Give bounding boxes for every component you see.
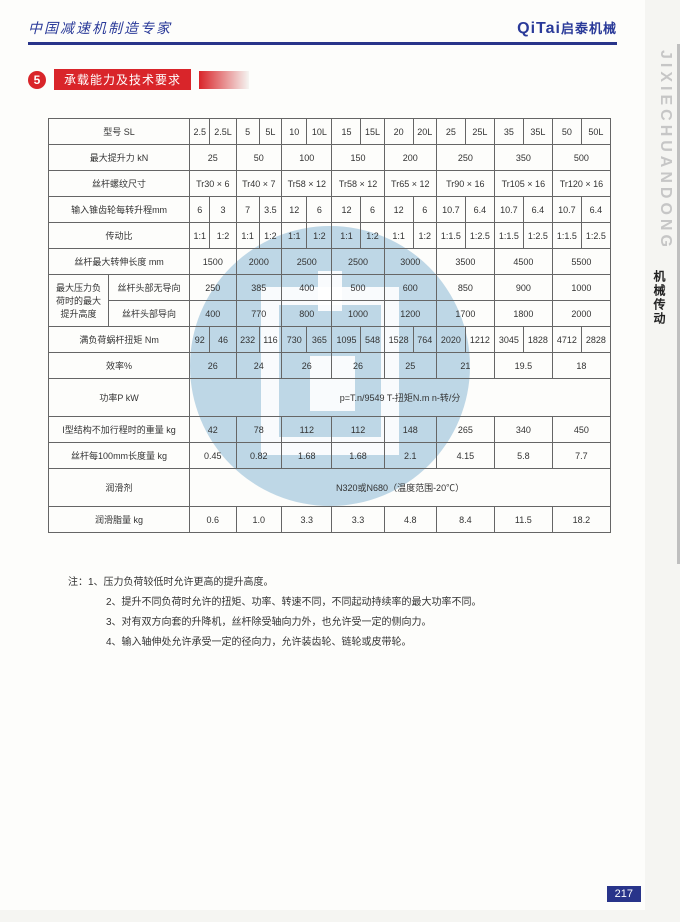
row-maxh1: 最大压力负荷时的最大提升高度 丝杆头部无导向 250385 400500 600…	[49, 275, 611, 301]
side-category-label: 机械传动	[651, 270, 668, 326]
row-len: 丝杆最大转伸长度 mm 15002000 25002500 30003500 4…	[49, 249, 611, 275]
tagline: 中国减速机制造专家	[28, 18, 172, 38]
table-container: 型号 SL 2.52.5L 55L 1010L 1515L 2020L 2525…	[48, 118, 611, 533]
note-2: 2、提升不同负荷时允许的扭矩、功率、转速不同，不同起动持续率的最大功率不同。	[68, 593, 597, 613]
section-bullet: 5	[28, 71, 46, 89]
row-power: 功率P kW p=T.n/9549 T-扭矩N.m n-转/分	[49, 379, 611, 417]
row-input: 输入锥齿轮每转升程mm 63 73.5 126 126 126 10.76.4 …	[49, 197, 611, 223]
section-fade	[199, 71, 249, 89]
brand-en: QiTai	[517, 20, 561, 37]
row-grease: 润滑脂量 kg 0.61.0 3.33.3 4.88.4 11.518.2	[49, 507, 611, 533]
brand-cn: 启泰机械	[561, 21, 617, 36]
row-weight: I型结构不加行程时的重量 kg 4278 112112 148265 34045…	[49, 417, 611, 443]
side-watermark: JIXIECHUANDONG	[656, 50, 674, 251]
section-header: 5 承载能力及技术要求	[28, 69, 617, 90]
row-maxh2: 丝杆头部导向 400770 8001000 12001700 18002000	[49, 301, 611, 327]
spec-table: 型号 SL 2.52.5L 55L 1010L 1515L 2020L 2525…	[48, 118, 611, 533]
note-4: 4、输入轴伸处允许承受一定的径向力，允许装齿轮、链轮或皮带轮。	[68, 633, 597, 653]
row-thread: 丝杆螺纹尺寸 Tr30 × 6Tr40 × 7 Tr58 × 12Tr58 × …	[49, 171, 611, 197]
row-ratio: 传动比 1:11:2 1:11:2 1:11:2 1:11:2 1:11:2 1…	[49, 223, 611, 249]
page-number: 217	[607, 886, 641, 902]
notes: 注：1、压力负荷较低时允许更高的提升高度。 2、提升不同负荷时允许的扭矩、功率、…	[68, 573, 597, 653]
note-1: 注：1、压力负荷较低时允许更高的提升高度。	[68, 573, 597, 593]
section-title: 承载能力及技术要求	[54, 69, 191, 90]
header-bar: 中国减速机制造专家 QiTai启泰机械	[28, 18, 617, 45]
row-eff: 效率% 2624 2626 2521 19.518	[49, 353, 611, 379]
row-per100: 丝杆每100mm长度量 kg 0.450.82 1.681.68 2.14.15…	[49, 443, 611, 469]
row-lift: 最大提升力 kN 2550 100150 200250 350500	[49, 145, 611, 171]
page: 中国减速机制造专家 QiTai启泰机械 5 承载能力及技术要求 型号 SL 2.…	[0, 0, 645, 910]
row-models: 型号 SL 2.52.5L 55L 1010L 1515L 2020L 2525…	[49, 119, 611, 145]
row-torque: 满负荷蜗杆扭矩 Nm 9246 232116 730365 1095548 15…	[49, 327, 611, 353]
note-3: 3、对有双方向套的升降机，丝杆除受轴向力外，也允许受一定的侧向力。	[68, 613, 597, 633]
row-lube: 润滑剂 N320或N680（温度范围-20℃）	[49, 469, 611, 507]
brand: QiTai启泰机械	[517, 18, 617, 38]
label-model: 型号 SL	[49, 119, 190, 145]
